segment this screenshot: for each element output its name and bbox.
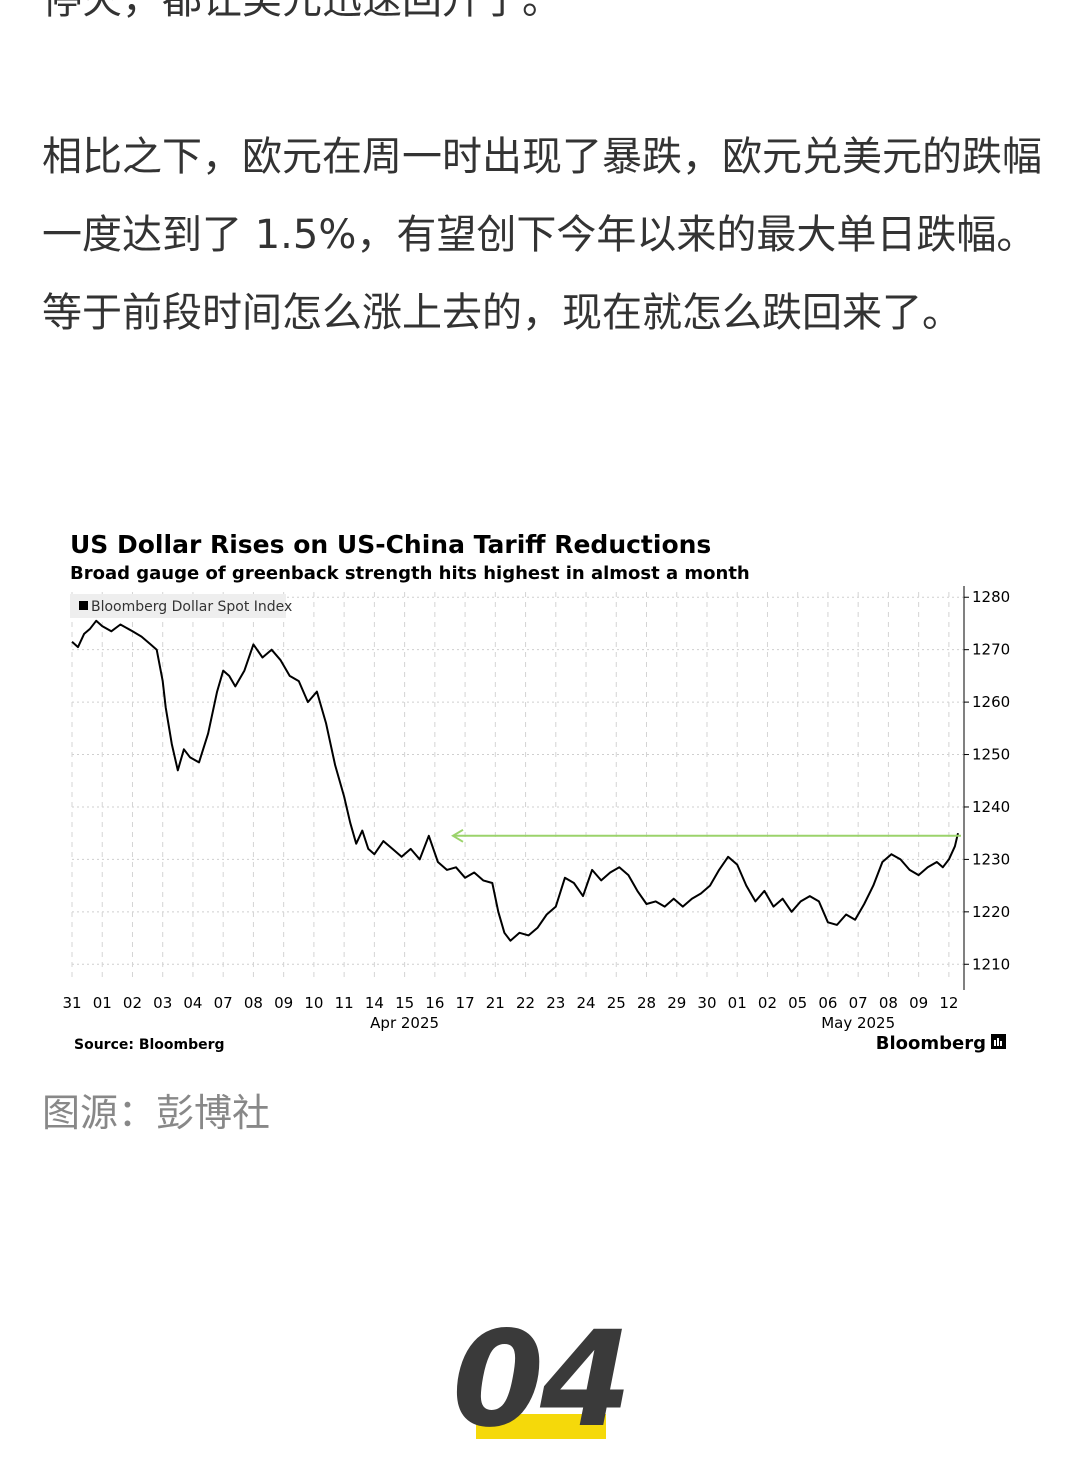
x-group-label: Apr 2025 xyxy=(370,1014,439,1032)
y-tick-label: 1250 xyxy=(972,746,1010,764)
x-tick-label: 01 xyxy=(728,994,747,1012)
y-tick-label: 1240 xyxy=(972,798,1010,816)
article-paragraph: 相比之下，欧元在周一时出现了暴跌，欧元兑美元的跌幅一度达到了 1.5%，有望创下… xyxy=(42,134,1042,336)
annotation-arrow xyxy=(451,828,961,843)
series-line xyxy=(71,619,959,942)
chart-source: Source: Bloomberg xyxy=(74,1037,225,1053)
x-group-label: May 2025 xyxy=(821,1014,895,1032)
x-tick-label: 04 xyxy=(183,994,202,1012)
y-tick-label: 1220 xyxy=(972,903,1010,921)
x-tick-label: 29 xyxy=(667,994,686,1012)
x-tick-label: 02 xyxy=(758,994,777,1012)
dollar-index-chart: US Dollar Rises on US-China Tariff Reduc… xyxy=(62,522,1022,1062)
x-tick-label: 10 xyxy=(304,994,323,1012)
legend-swatch xyxy=(79,601,88,610)
legend-label: Bloomberg Dollar Spot Index xyxy=(91,599,292,615)
chart-title: US Dollar Rises on US-China Tariff Reduc… xyxy=(70,530,711,559)
section-number: 04 xyxy=(0,1310,1080,1450)
image-caption: 图源：彭博社 xyxy=(42,1091,271,1135)
y-tick-label: 1270 xyxy=(972,641,1010,659)
x-tick-label: 01 xyxy=(93,994,112,1012)
x-tick-label: 09 xyxy=(909,994,928,1012)
x-tick-label: 07 xyxy=(849,994,868,1012)
chart-figure: US Dollar Rises on US-China Tariff Reduc… xyxy=(62,522,1022,1062)
x-axis: 31 01 02 03 04 07 08 09 10 11 14 15 16 17 21 22 23 24 25 28… xyxy=(62,994,958,1032)
x-tick-label: 31 xyxy=(62,994,81,1012)
section-number-text: 04 xyxy=(452,1303,632,1457)
x-tick-label: 08 xyxy=(244,994,263,1012)
bloomberg-logo-icon xyxy=(991,1034,1006,1049)
x-tick-label: 24 xyxy=(576,994,595,1012)
x-tick-label: 25 xyxy=(607,994,626,1012)
x-tick-label: 14 xyxy=(365,994,384,1012)
x-tick-label: 11 xyxy=(335,994,354,1012)
series-group xyxy=(71,619,959,942)
y-axis: 1280 1270 1260 1250 1240 1230 1220 1210 xyxy=(963,586,1010,990)
x-tick-label: 02 xyxy=(123,994,142,1012)
x-tick-label: 09 xyxy=(274,994,293,1012)
section-number-highlight xyxy=(476,1414,606,1439)
y-tick-label: 1260 xyxy=(972,693,1010,711)
x-tick-label: 07 xyxy=(214,994,233,1012)
x-tick-label: 17 xyxy=(456,994,475,1012)
y-tick-label: 1230 xyxy=(972,850,1010,868)
x-tick-label: 16 xyxy=(425,994,444,1012)
annotation-arrow-head xyxy=(451,828,464,843)
chart-grid xyxy=(71,592,964,980)
x-tick-label: 06 xyxy=(818,994,837,1012)
x-tick-label: 28 xyxy=(637,994,656,1012)
y-tick-label: 1210 xyxy=(972,955,1010,973)
article-text-top-partial: 停火，都让美元迅速回升了。 xyxy=(42,0,1042,22)
x-tick-label: 22 xyxy=(516,994,535,1012)
x-tick-label: 03 xyxy=(153,994,172,1012)
chart-subtitle: Broad gauge of greenback strength hits h… xyxy=(70,563,750,584)
x-tick-label: 05 xyxy=(788,994,807,1012)
bloomberg-brand: Bloomberg xyxy=(876,1033,986,1054)
legend-box xyxy=(70,594,286,618)
x-tick-label: 21 xyxy=(486,994,505,1012)
x-tick-label: 15 xyxy=(395,994,414,1012)
x-tick-label: 23 xyxy=(546,994,565,1012)
y-tick-label: 1280 xyxy=(972,588,1010,606)
x-tick-label: 12 xyxy=(939,994,958,1012)
x-tick-label: 30 xyxy=(697,994,716,1012)
x-tick-label: 08 xyxy=(879,994,898,1012)
